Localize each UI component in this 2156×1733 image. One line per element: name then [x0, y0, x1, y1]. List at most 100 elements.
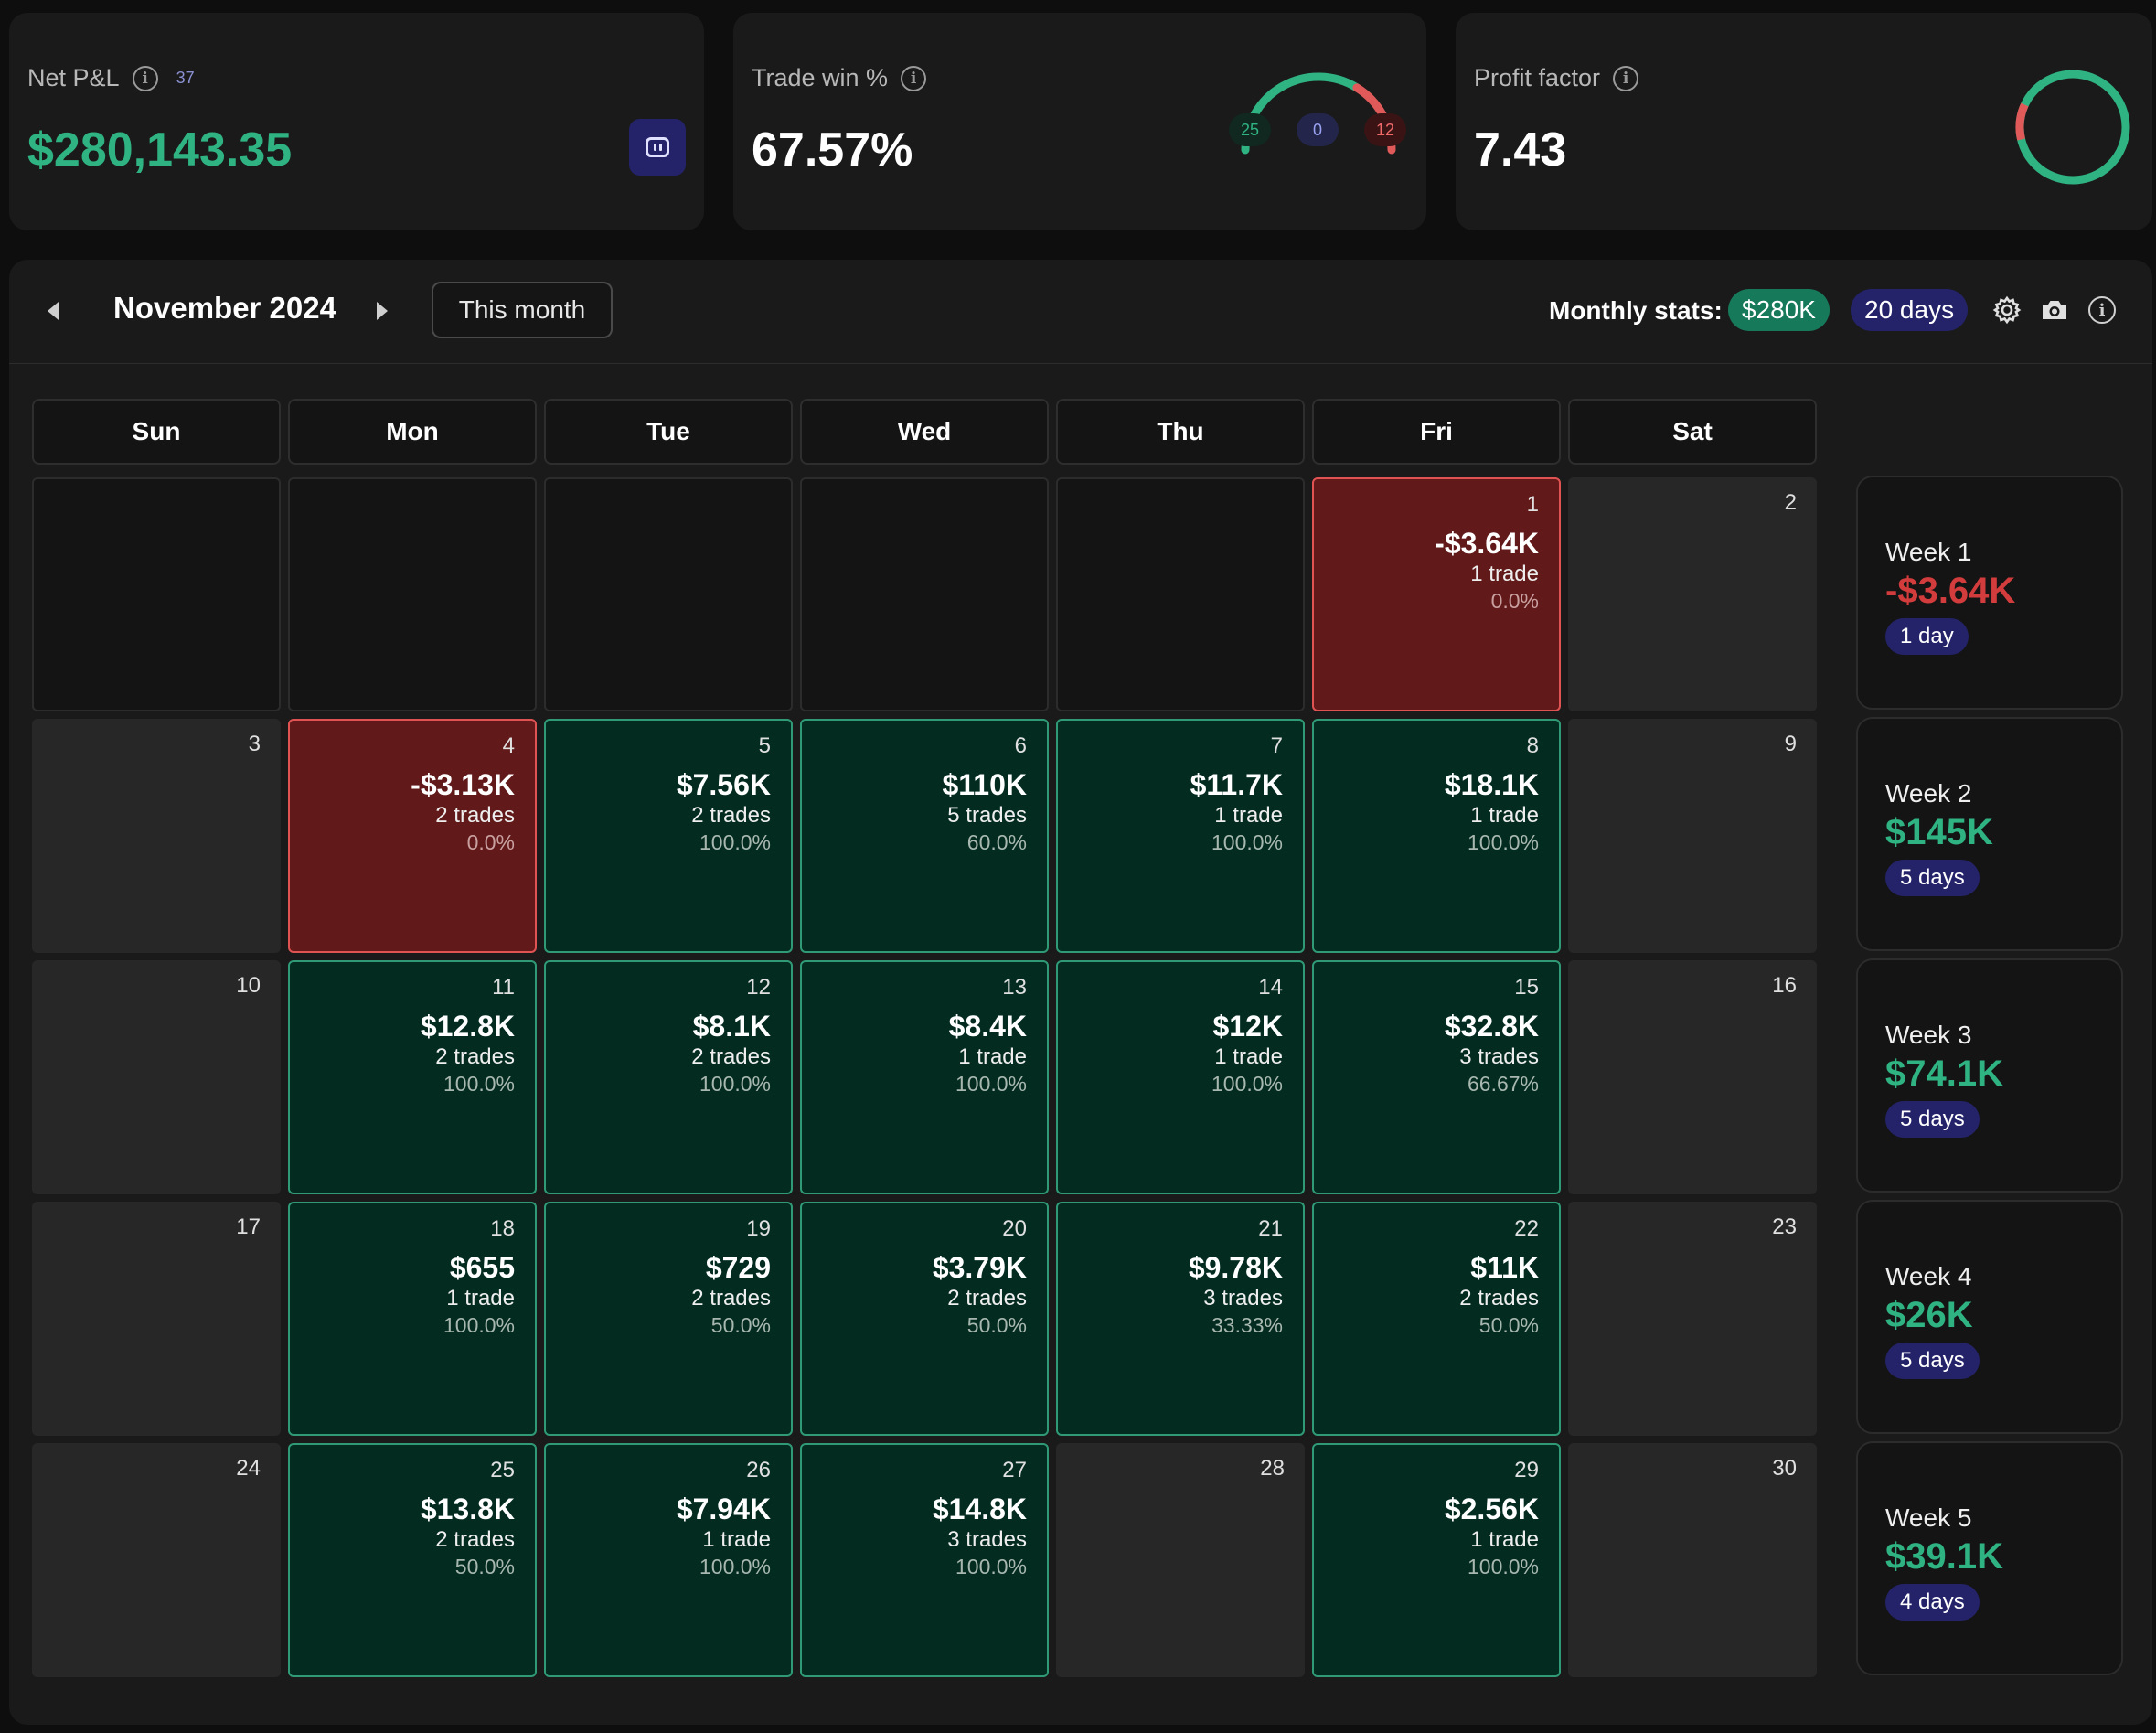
day-trade-count: 2 trades	[691, 1044, 771, 1069]
day-win-rate: 100.0%	[443, 1072, 515, 1096]
calendar-header: November 2024 This month Monthly stats: …	[9, 260, 2152, 364]
pnl-panel-button[interactable]	[629, 119, 686, 176]
trade-win-card: Trade win % i 67.57% 25 0 12	[733, 13, 1426, 230]
week-summary-card[interactable]: Week 5 $39.1K 4 days	[1856, 1441, 2123, 1675]
day-trade-count: 2 trades	[691, 1286, 771, 1310]
info-icon[interactable]: i	[1613, 65, 1639, 91]
calendar-day-cell[interactable]: 20 $3.79K 2 trades 50.0%	[800, 1202, 1049, 1436]
month-title: November 2024	[113, 291, 336, 325]
day-number: 26	[746, 1458, 771, 1482]
day-trade-count: 3 trades	[1203, 1286, 1283, 1310]
day-win-rate: 100.0%	[1467, 1555, 1539, 1578]
calendar-day-cell[interactable]: 13 $8.4K 1 trade 100.0%	[800, 960, 1049, 1194]
calendar-day-cell[interactable]: 2	[1568, 477, 1817, 711]
calendar-day-cell[interactable]: 7 $11.7K 1 trade 100.0%	[1056, 719, 1305, 953]
wins-count-badge: 25	[1229, 113, 1271, 146]
week-pnl: $26K	[1885, 1295, 1973, 1335]
calendar-day-cell[interactable]: 3	[32, 719, 281, 953]
day-pnl: $32.8K	[1444, 1010, 1539, 1043]
calendar-day-cell[interactable]: 18 $655 1 trade 100.0%	[288, 1202, 537, 1436]
day-win-rate: 100.0%	[699, 1072, 771, 1096]
info-icon[interactable]: i	[132, 65, 158, 91]
profit-factor-card: Profit factor i 7.43	[1456, 13, 2152, 230]
weekday-header-fri: Fri	[1312, 399, 1561, 465]
day-pnl: $2.56K	[1444, 1492, 1539, 1525]
calendar-day-cell[interactable]: 11 $12.8K 2 trades 100.0%	[288, 960, 537, 1194]
week-days-badge: 5 days	[1885, 1101, 1980, 1138]
calendar-day-cell[interactable]: 30	[1568, 1443, 1817, 1677]
day-pnl: $12.8K	[420, 1010, 515, 1043]
day-pnl: $7.94K	[676, 1492, 771, 1525]
day-trade-count: 1 trade	[1214, 803, 1283, 828]
day-number: 4	[502, 733, 515, 758]
calendar-day-cell[interactable]: 16	[1568, 960, 1817, 1194]
day-trade-count: 1 trade	[1470, 562, 1539, 586]
calendar-day-cell[interactable]: 25 $13.8K 2 trades 50.0%	[288, 1443, 537, 1677]
calendar-day-cell[interactable]: 23	[1568, 1202, 1817, 1436]
calendar-day-cell[interactable]: 12 $8.1K 2 trades 100.0%	[544, 960, 793, 1194]
day-number: 11	[492, 975, 515, 1000]
trade-win-label: Trade win %	[752, 64, 889, 91]
week-summary-card[interactable]: Week 1 -$3.64K 1 day	[1856, 476, 2123, 710]
calendar-day-cell[interactable]: 15 $32.8K 3 trades 66.67%	[1312, 960, 1561, 1194]
breakeven-count-badge: 0	[1297, 113, 1339, 146]
calendar-day-cell[interactable]: 6 $110K 5 trades 60.0%	[800, 719, 1049, 953]
day-pnl: -$3.13K	[411, 768, 515, 801]
day-number: 2	[1784, 490, 1797, 515]
day-number: 1	[1526, 492, 1539, 517]
calendar-day-cell[interactable]: 5 $7.56K 2 trades 100.0%	[544, 719, 793, 953]
calendar-day-cell[interactable]: 19 $729 2 trades 50.0%	[544, 1202, 793, 1436]
week-pnl: $145K	[1885, 812, 1993, 852]
day-win-rate: 100.0%	[443, 1313, 515, 1337]
panel-icon	[646, 137, 669, 157]
calendar-day-cell[interactable]: 29 $2.56K 1 trade 100.0%	[1312, 1443, 1561, 1677]
day-win-rate: 100.0%	[1211, 1072, 1283, 1096]
calendar-day-cell[interactable]: 1 -$3.64K 1 trade 0.0%	[1312, 477, 1561, 711]
week-summary-card[interactable]: Week 3 $74.1K 5 days	[1856, 958, 2123, 1193]
day-trade-count: 5 trades	[947, 803, 1027, 828]
chevron-right-icon[interactable]	[377, 302, 388, 320]
calendar-day-cell[interactable]: 14 $12K 1 trade 100.0%	[1056, 960, 1305, 1194]
day-number: 10	[236, 973, 261, 998]
chevron-left-icon[interactable]	[48, 302, 59, 320]
day-pnl: $8.1K	[692, 1010, 771, 1043]
calendar-day-cell[interactable]: 22 $11K 2 trades 50.0%	[1312, 1202, 1561, 1436]
week-summary-card[interactable]: Week 4 $26K 5 days	[1856, 1200, 2123, 1434]
calendar-blank-cell	[800, 477, 1049, 711]
day-win-rate: 50.0%	[710, 1313, 771, 1337]
day-win-rate: 100.0%	[1467, 830, 1539, 854]
day-trade-count: 1 trade	[1214, 1044, 1283, 1069]
gear-icon[interactable]	[1991, 294, 2023, 326]
day-number: 30	[1772, 1456, 1797, 1481]
week-pnl: $74.1K	[1885, 1054, 2003, 1094]
calendar-day-cell[interactable]: 24	[32, 1443, 281, 1677]
info-icon[interactable]: i	[2088, 296, 2116, 324]
calendar-day-cell[interactable]: 21 $9.78K 3 trades 33.33%	[1056, 1202, 1305, 1436]
day-trade-count: 2 trades	[691, 803, 771, 828]
day-trade-count: 1 trade	[1470, 803, 1539, 828]
info-icon[interactable]: i	[901, 65, 927, 91]
calendar-day-cell[interactable]: 9	[1568, 719, 1817, 953]
day-trade-count: 2 trades	[435, 1527, 515, 1552]
calendar-day-cell[interactable]: 10	[32, 960, 281, 1194]
calendar-day-cell[interactable]: 27 $14.8K 3 trades 100.0%	[800, 1443, 1049, 1677]
day-number: 8	[1526, 733, 1539, 758]
camera-icon[interactable]	[2039, 294, 2070, 326]
calendar-day-cell[interactable]: 8 $18.1K 1 trade 100.0%	[1312, 719, 1561, 953]
calendar-blank-cell	[288, 477, 537, 711]
calendar-day-cell[interactable]: 4 -$3.13K 2 trades 0.0%	[288, 719, 537, 953]
day-win-rate: 0.0%	[466, 830, 515, 854]
weekday-header-mon: Mon	[288, 399, 537, 465]
day-trade-count: 1 trade	[1470, 1527, 1539, 1552]
week-summary-card[interactable]: Week 2 $145K 5 days	[1856, 717, 2123, 951]
week-label: Week 4	[1885, 1262, 1972, 1290]
day-pnl: $7.56K	[676, 768, 771, 801]
day-number: 28	[1260, 1456, 1285, 1481]
monthly-days-badge: 20 days	[1851, 289, 1969, 331]
calendar-day-cell[interactable]: 17	[32, 1202, 281, 1436]
calendar-day-cell[interactable]: 26 $7.94K 1 trade 100.0%	[544, 1443, 793, 1677]
this-month-button[interactable]: This month	[432, 282, 613, 338]
day-number: 12	[746, 975, 771, 1000]
calendar-day-cell[interactable]: 28	[1056, 1443, 1305, 1677]
day-pnl: $18.1K	[1444, 768, 1539, 801]
